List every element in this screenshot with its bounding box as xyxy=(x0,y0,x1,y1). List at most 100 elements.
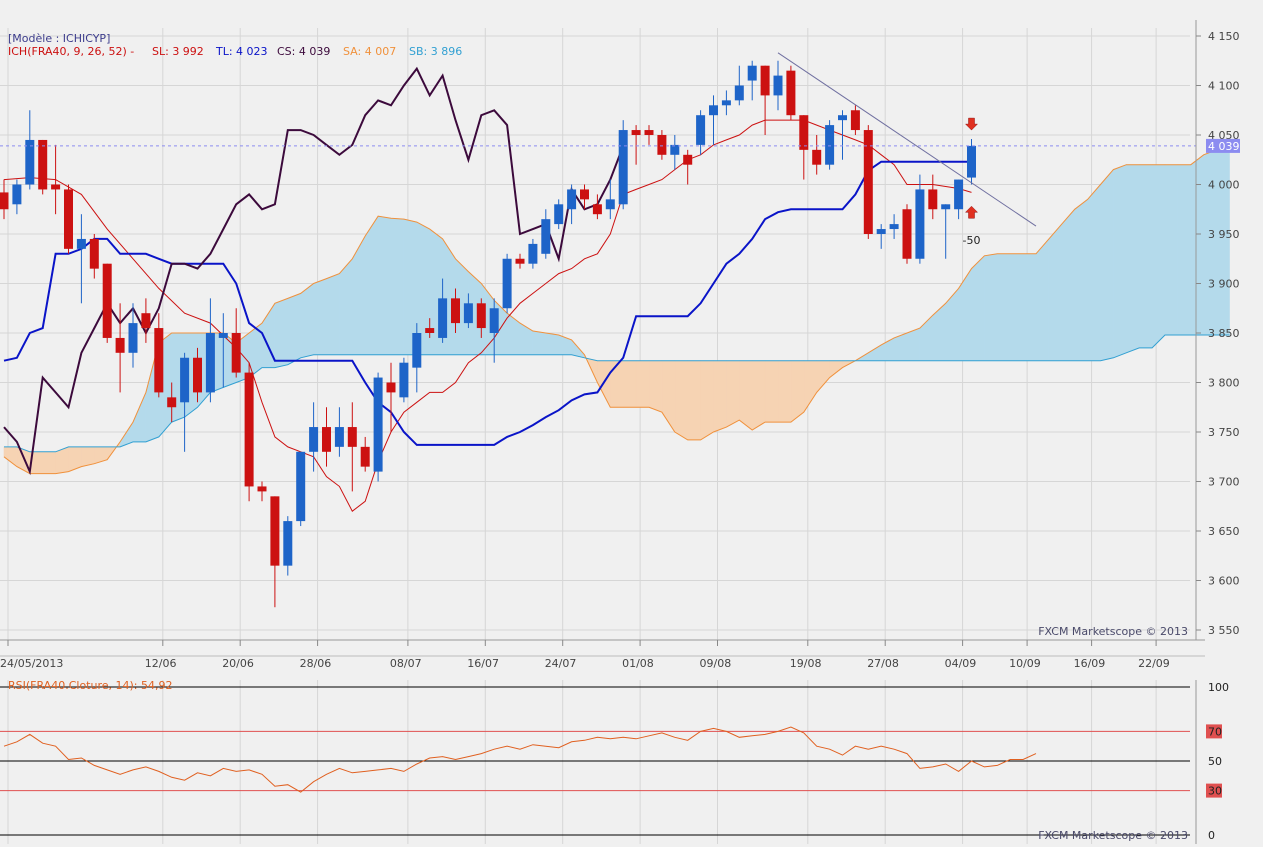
bearish-candle xyxy=(270,496,280,566)
cloud-segment xyxy=(377,215,392,356)
bullish-candle xyxy=(541,219,551,254)
rsi-level-badge xyxy=(1206,783,1222,798)
y-tick-label: 4 000 xyxy=(1208,179,1240,192)
cs-value: CS: 4 039 xyxy=(277,45,330,58)
cloud-segment xyxy=(1087,183,1101,362)
bullish-candle xyxy=(25,139,35,185)
y-tick-label: 3 750 xyxy=(1208,426,1240,439)
bearish-candle xyxy=(386,382,396,393)
x-tick-label: 24/07 xyxy=(545,657,577,670)
cloud-segment xyxy=(339,257,353,356)
bullish-candle xyxy=(334,427,344,447)
cloud-segment xyxy=(906,327,921,362)
cloud-segment xyxy=(1009,253,1024,362)
bullish-candle xyxy=(12,184,22,205)
x-tick-label: 28/06 xyxy=(300,657,332,670)
rsi-series xyxy=(0,686,1190,836)
bullish-candle xyxy=(502,258,512,309)
cloud-segment xyxy=(1100,168,1114,362)
cloud-segment xyxy=(1048,223,1063,362)
bearish-candle xyxy=(515,258,525,264)
rsi-level-label: 30 xyxy=(1208,785,1222,798)
bullish-candle xyxy=(412,333,422,368)
cloud-segment xyxy=(790,360,805,423)
bearish-candle xyxy=(657,135,667,155)
bearish-candle xyxy=(244,372,254,487)
kumo-cloud xyxy=(3,144,1230,475)
bullish-candle xyxy=(889,224,899,230)
y-tick-label: 3 800 xyxy=(1208,377,1240,390)
x-tick-label: 12/06 xyxy=(145,657,177,670)
bearish-candle xyxy=(863,130,873,234)
bullish-candle xyxy=(941,204,951,210)
x-tick-label: 08/07 xyxy=(390,657,422,670)
rsi-level-label: 0 xyxy=(1208,829,1215,842)
rsi-label: RSI(FRA40.Cloture, 14): 54,92 xyxy=(8,679,172,692)
cloud-segment xyxy=(1164,164,1179,336)
x-tick-label: 16/07 xyxy=(467,657,499,670)
bullish-candle xyxy=(489,308,499,333)
bullish-candle xyxy=(915,189,925,259)
bullish-candle xyxy=(528,243,538,264)
watermark-rsi: FXCM Marketscope © 2013 xyxy=(1038,829,1188,842)
bearish-candle xyxy=(799,115,809,150)
sb-value: SB: 3 896 xyxy=(409,45,462,58)
tl-value: TL: 4 023 xyxy=(215,45,268,58)
cloud-segment xyxy=(984,253,998,362)
x-tick-label: 27/08 xyxy=(867,657,899,670)
bearish-candle xyxy=(644,130,654,135)
bullish-candle xyxy=(218,333,228,338)
bearish-candle xyxy=(89,238,99,269)
y-tick-label: 4 100 xyxy=(1208,80,1240,93)
cloud-segment xyxy=(777,360,792,423)
signal-annotation: -50 xyxy=(963,234,981,247)
bearish-candle xyxy=(928,189,938,210)
bearish-candle xyxy=(902,209,912,259)
rsi-level-badge xyxy=(1206,724,1222,739)
bearish-candle xyxy=(425,328,435,333)
bearish-candle xyxy=(141,313,151,329)
cloud-segment xyxy=(700,360,714,441)
cloud-segment xyxy=(764,360,779,423)
rsi-axis: 100 70 50 30 0 xyxy=(1206,681,1229,842)
cloud-segment xyxy=(1113,164,1127,359)
trendline xyxy=(777,52,1037,227)
cloud-segment xyxy=(390,217,405,356)
cloud-segment xyxy=(1151,164,1166,349)
bullish-candle xyxy=(399,362,409,398)
bearish-candle xyxy=(760,65,770,96)
candles xyxy=(0,60,976,608)
bearish-candle xyxy=(812,149,822,165)
bearish-candle xyxy=(0,192,9,210)
x-tick-label: 19/08 xyxy=(790,657,822,670)
kijun-sen-line xyxy=(3,160,972,446)
bullish-candle xyxy=(954,179,964,210)
bearish-candle xyxy=(322,427,331,452)
bullish-candle xyxy=(734,85,744,101)
bearish-candle xyxy=(580,189,589,200)
cloud-segment xyxy=(1074,198,1088,362)
bearish-candle xyxy=(786,70,796,116)
y-tick-label: 3 950 xyxy=(1208,228,1240,241)
bearish-candle xyxy=(257,486,267,492)
sl-value: SL: 3 992 xyxy=(152,45,204,58)
cloud-segment xyxy=(300,282,314,359)
cloud-segment xyxy=(1035,238,1050,362)
cloud-segment xyxy=(1061,208,1075,362)
cloud-segment xyxy=(635,360,650,408)
y-tick-label: 4 050 xyxy=(1208,129,1240,142)
cloud-segment xyxy=(738,360,753,431)
bullish-candle xyxy=(618,130,628,205)
bearish-candle xyxy=(115,337,125,353)
cloud-segment xyxy=(287,292,302,366)
bullish-candle xyxy=(876,229,886,234)
watermark-main: FXCM Marketscope © 2013 xyxy=(1038,625,1188,638)
bearish-candle xyxy=(631,130,641,135)
bearish-candle xyxy=(154,328,164,393)
bearish-candle xyxy=(360,446,370,467)
bullish-candle xyxy=(825,125,835,165)
bearish-candle xyxy=(64,189,73,249)
cloud-segment xyxy=(545,332,560,356)
y-tick-label: 3 850 xyxy=(1208,327,1240,340)
bullish-candle xyxy=(838,115,847,121)
